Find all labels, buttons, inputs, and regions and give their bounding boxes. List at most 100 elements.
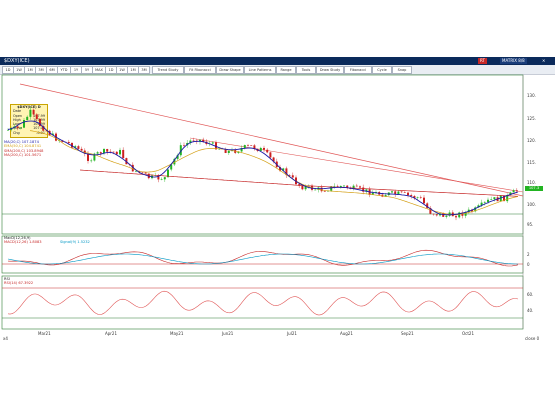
dropdown-range[interactable]: Range <box>276 66 296 74</box>
toolbar-btn-cycle[interactable]: Cycle <box>372 66 392 74</box>
candle-body <box>26 116 29 121</box>
rsi-pane-border <box>1 275 524 330</box>
x-date: Apr21 <box>105 331 118 336</box>
dropdown-draw-study[interactable]: Draw Study <box>316 66 344 74</box>
last-price-tag: 107.3 <box>525 186 543 191</box>
candle-body <box>141 172 144 174</box>
rt-badge[interactable]: RT <box>478 58 487 64</box>
trendline-upper <box>19 83 524 197</box>
candle-body <box>487 199 489 202</box>
toolbar-btn-3m-b[interactable]: 3M <box>138 66 150 74</box>
rsi-title: RSI <box>4 277 10 281</box>
candle-body <box>32 109 35 115</box>
candle-body <box>35 114 38 119</box>
candle-body <box>458 212 461 218</box>
candle-body <box>45 130 48 132</box>
candle-body <box>192 140 195 142</box>
candle-body <box>400 191 403 193</box>
candle-body <box>333 186 336 187</box>
candle-body <box>445 215 448 217</box>
candle-body <box>298 184 301 186</box>
candle-body <box>419 197 422 198</box>
candle-body <box>266 149 269 153</box>
candle-body <box>199 139 201 142</box>
ema50-line <box>29 130 519 216</box>
candle-body <box>288 175 291 176</box>
candle-body <box>23 120 25 128</box>
chart-window <box>0 57 555 341</box>
candle-body <box>122 149 125 159</box>
candle-body <box>455 216 457 218</box>
dropdown-fit-fibonacci[interactable]: Fit Fibonacci <box>184 66 216 74</box>
candle-body <box>291 175 294 178</box>
candle-body <box>391 191 393 193</box>
y-tick: 95. <box>527 222 534 227</box>
toolbar: 1D 1W 1M 3M 6M YTD 1Y 5Y MAX 1D 1W 1M 3M… <box>0 65 555 75</box>
candle-body <box>237 151 240 153</box>
candle-body <box>435 214 438 216</box>
candle-body <box>189 140 192 143</box>
candle-body <box>7 129 9 131</box>
candle-body <box>423 197 425 204</box>
candle-body <box>429 208 432 214</box>
price-legends: MA(20,C) 107.1874 EMA(50,C) 104.8741 SMA… <box>4 140 43 158</box>
candle-body <box>16 126 19 128</box>
candle-body <box>480 202 483 206</box>
matrix-label[interactable]: MATRIX 8/8 <box>500 58 527 64</box>
candle-body <box>131 164 134 172</box>
close-icon[interactable]: ✕ <box>540 58 548 64</box>
candle-body <box>352 185 355 190</box>
legend-ma200: MA(200,C) 101.5671 <box>4 153 42 158</box>
macd-y-tick: 2 <box>527 252 530 257</box>
candle-body <box>442 213 445 217</box>
dropdown-line-patterns[interactable]: Line Patterns <box>244 66 276 74</box>
candle-body <box>371 192 374 195</box>
macd-signal-legend: Signal(9) 1.5232 <box>60 240 90 244</box>
candle-body <box>179 145 182 156</box>
candle-body <box>80 148 83 151</box>
candle-body <box>202 139 205 142</box>
candle-body <box>339 185 342 188</box>
candle-body <box>432 213 435 215</box>
candle-body <box>93 153 96 161</box>
candle-body <box>464 211 467 216</box>
data-row-date: Date <box>13 109 22 114</box>
dropdown-draw-shape[interactable]: Draw Shape <box>216 66 244 74</box>
candle-body <box>42 126 45 131</box>
price-pane-border <box>1 74 524 235</box>
candle-body <box>269 152 272 158</box>
candle-body <box>330 186 333 191</box>
trendline-lower <box>189 137 524 193</box>
candle-body <box>170 164 173 170</box>
candle-body <box>410 195 413 197</box>
candle-body <box>301 185 304 190</box>
candle-body <box>77 146 80 149</box>
dropdown-trend-study[interactable]: Trend Study <box>152 66 184 74</box>
toolbar-btn-snap[interactable]: Snap <box>392 66 412 74</box>
macd-title: MacD(12,26,9) <box>4 236 31 240</box>
candle-body <box>413 196 416 198</box>
macd-y-tick: 0 <box>527 262 530 267</box>
candle-body <box>314 189 317 191</box>
macd-signal-line <box>7 253 518 265</box>
candle-body <box>67 141 70 143</box>
x-date: Jul21 <box>287 331 297 336</box>
candle-body <box>173 158 176 165</box>
y-tick: 115. <box>527 160 536 165</box>
candle-body <box>112 151 115 153</box>
dropdown-tools[interactable]: Tools <box>296 66 316 74</box>
candle-body <box>490 199 493 200</box>
candle-body <box>397 191 400 195</box>
y-tick: 120. <box>527 138 536 143</box>
status-right: close 0 <box>525 336 540 341</box>
candle-body <box>359 186 361 188</box>
rsi-y-tick: 40. <box>527 308 534 313</box>
candle-body <box>304 186 307 190</box>
legend-ema50: EMA(50,C) 104.8741 <box>4 144 42 149</box>
data-window-header: $DXY(ICE) D <box>17 105 41 109</box>
dropdown-fibonacci[interactable]: Fibonacci <box>344 66 372 74</box>
candle-body <box>493 197 496 200</box>
candle-body <box>499 195 502 202</box>
x-date: Aug21 <box>340 331 353 336</box>
